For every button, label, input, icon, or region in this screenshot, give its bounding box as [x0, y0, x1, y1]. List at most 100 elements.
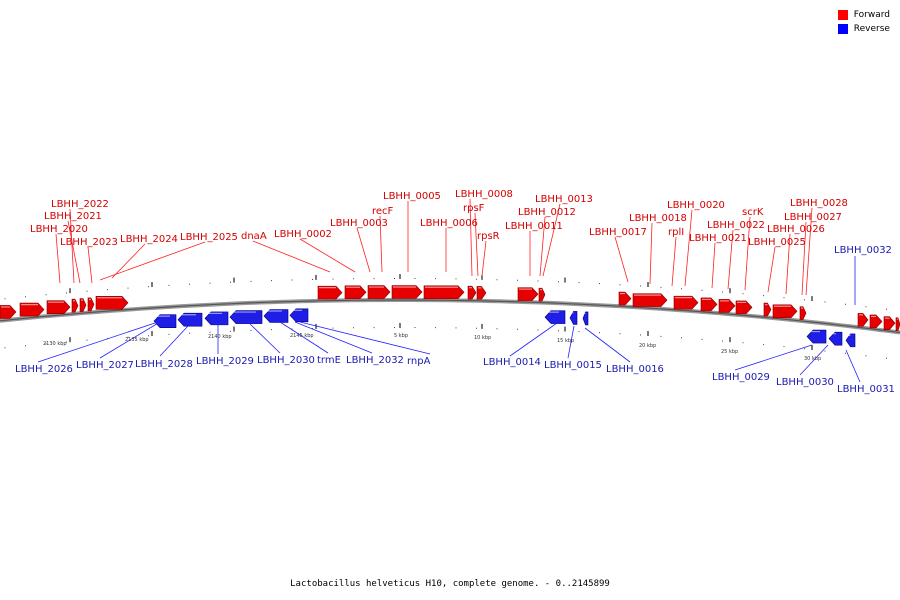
forward-gene-arrow — [367, 285, 391, 299]
reverse-gene-arrow — [204, 311, 229, 326]
forward-leader-line — [649, 222, 653, 285]
gene-label[interactable]: LBHH_2032 — [346, 355, 404, 366]
gene-label[interactable]: LBHH_0012 — [518, 207, 576, 218]
legend-reverse: Reverse — [837, 22, 890, 36]
forward-gene-arrow — [772, 304, 798, 319]
gene-label[interactable]: rpsR — [477, 231, 500, 242]
gene-label[interactable]: LBHH_2021 — [44, 211, 102, 222]
gene-label[interactable]: LBHH_0032 — [834, 245, 892, 256]
gene-label[interactable]: rnpA — [407, 356, 431, 367]
reverse-leader-line — [509, 322, 558, 357]
forward-leader-line — [805, 207, 813, 296]
scale-label: 2145 kbp — [290, 333, 314, 339]
forward-gene-arrow — [0, 305, 17, 319]
forward-leader-line — [99, 241, 206, 281]
gene-label[interactable]: LBHH_0017 — [589, 227, 647, 238]
forward-gene-arrow — [700, 297, 718, 312]
gene-label[interactable]: recF — [372, 206, 394, 217]
gene-label[interactable]: LBHH_2028 — [135, 359, 193, 370]
gene-label[interactable]: scrK — [742, 207, 764, 218]
gene-label[interactable]: LBHH_0005 — [383, 191, 441, 202]
reverse-labels: LBHH_2026 LBHH_2027 LBHH_2028 LBHH_2029 … — [15, 245, 895, 395]
gene-label[interactable]: LBHH_0011 — [505, 221, 563, 232]
gene-label[interactable]: LBHH_0026 — [767, 224, 825, 235]
forward-gene-arrow — [618, 291, 632, 306]
reverse-leader-line — [159, 325, 189, 357]
gene-label[interactable]: rplI — [668, 227, 684, 238]
gene-label[interactable]: LBHH_0021 — [689, 233, 747, 244]
gene-label[interactable]: LBHH_0022 — [707, 220, 765, 231]
label-leaders — [37, 198, 861, 383]
gene-label[interactable]: LBHH_2024 — [120, 234, 178, 245]
forward-leader-line — [744, 216, 751, 291]
forward-gene-arrow — [718, 299, 736, 313]
forward-gene-arrow — [538, 287, 546, 302]
forward-gene-arrow — [317, 285, 343, 300]
forward-gene-arrow — [883, 316, 896, 330]
gene-label[interactable]: LBHH_0027 — [784, 212, 842, 223]
gene-label[interactable]: LBHH_2030 — [257, 355, 315, 366]
reverse-leader-line — [584, 327, 631, 363]
gene-label[interactable]: LBHH_0028 — [790, 198, 848, 209]
forward-gene-arrow — [19, 302, 45, 317]
forward-gene-arrow — [87, 297, 95, 312]
reverse-gene-arrow — [229, 310, 263, 324]
gene-label[interactable]: LBHH_2029 — [196, 356, 254, 367]
forward-gene-arrow — [895, 317, 900, 332]
gene-label[interactable]: rpsF — [463, 203, 485, 214]
gene-label[interactable]: LBHH_0013 — [535, 194, 593, 205]
forward-gene-arrow — [673, 295, 699, 310]
gene-label[interactable]: LBHH_0025 — [748, 237, 806, 248]
gene-label[interactable]: LBHH_0006 — [420, 218, 478, 229]
reverse-gene-arrow — [582, 311, 589, 326]
gene-label[interactable]: trmE — [317, 355, 341, 366]
genome-caption: Lactobacillus helveticus H10, complete g… — [290, 579, 610, 589]
gene-label[interactable]: LBHH_0031 — [837, 384, 895, 395]
scale-label: 15 kbp — [557, 338, 574, 344]
scale-labels: 2130 kbp 2135 kbp 2140 kbp 2145 kbp 5 kb… — [43, 333, 821, 362]
gene-label[interactable]: LBHH_2022 — [51, 199, 109, 210]
gene-label[interactable]: LBHH_0003 — [330, 218, 388, 229]
gene-label[interactable]: LBHH_0015 — [544, 360, 602, 371]
forward-gene-arrow — [423, 285, 465, 300]
gene-label[interactable]: LBHH_2026 — [15, 364, 73, 375]
reverse-gene-arrow — [177, 312, 203, 327]
gene-label[interactable]: LBHH_0018 — [629, 213, 687, 224]
gene-label[interactable]: LBHH_2025 — [180, 232, 238, 243]
reverse-gene-arrow — [289, 308, 309, 323]
reverse-gene-arrow — [806, 329, 827, 344]
forward-leader-line — [67, 220, 81, 284]
gene-label[interactable]: LBHH_0002 — [274, 229, 332, 240]
forward-leader-line — [801, 221, 807, 296]
forward-gene-arrow — [632, 293, 668, 307]
scale-label: 10 kbp — [474, 335, 491, 341]
forward-leader-line — [111, 243, 146, 279]
scale-label: 2130 kbp — [43, 341, 67, 347]
forward-leader-line — [727, 229, 734, 290]
forward-leader-line — [539, 216, 546, 277]
gene-label[interactable]: dnaA — [241, 231, 267, 242]
gene-label[interactable]: LBHH_0020 — [667, 200, 725, 211]
gene-label[interactable]: LBHH_0029 — [712, 372, 770, 383]
legend-forward: Forward — [837, 8, 890, 22]
forward-leader-line — [69, 208, 75, 284]
scale-label: 30 kbp — [804, 356, 821, 362]
scale-label: 20 kbp — [639, 343, 656, 349]
forward-leader-line — [671, 236, 677, 287]
gene-label[interactable]: LBHH_2027 — [76, 360, 134, 371]
reverse-gene-arrow — [153, 314, 177, 328]
forward-gene-arrow — [71, 298, 79, 313]
forward-gene-arrow — [467, 285, 477, 300]
gene-label[interactable]: LBHH_2020 — [30, 224, 88, 235]
gene-label[interactable]: LBHH_0016 — [606, 364, 664, 375]
genome-backbone — [0, 298, 900, 335]
gene-label[interactable]: LBHH_0008 — [455, 189, 513, 200]
reverse-leader-line — [299, 321, 431, 355]
forward-leader-line — [684, 209, 693, 287]
gene-label[interactable]: LBHH_0014 — [483, 357, 541, 368]
gene-label[interactable]: LBHH_0030 — [776, 377, 834, 388]
forward-leader-line — [55, 233, 61, 284]
gene-label[interactable]: LBHH_2023 — [60, 237, 118, 248]
gene-track — [0, 285, 900, 348]
forward-gene-arrow — [869, 314, 883, 329]
